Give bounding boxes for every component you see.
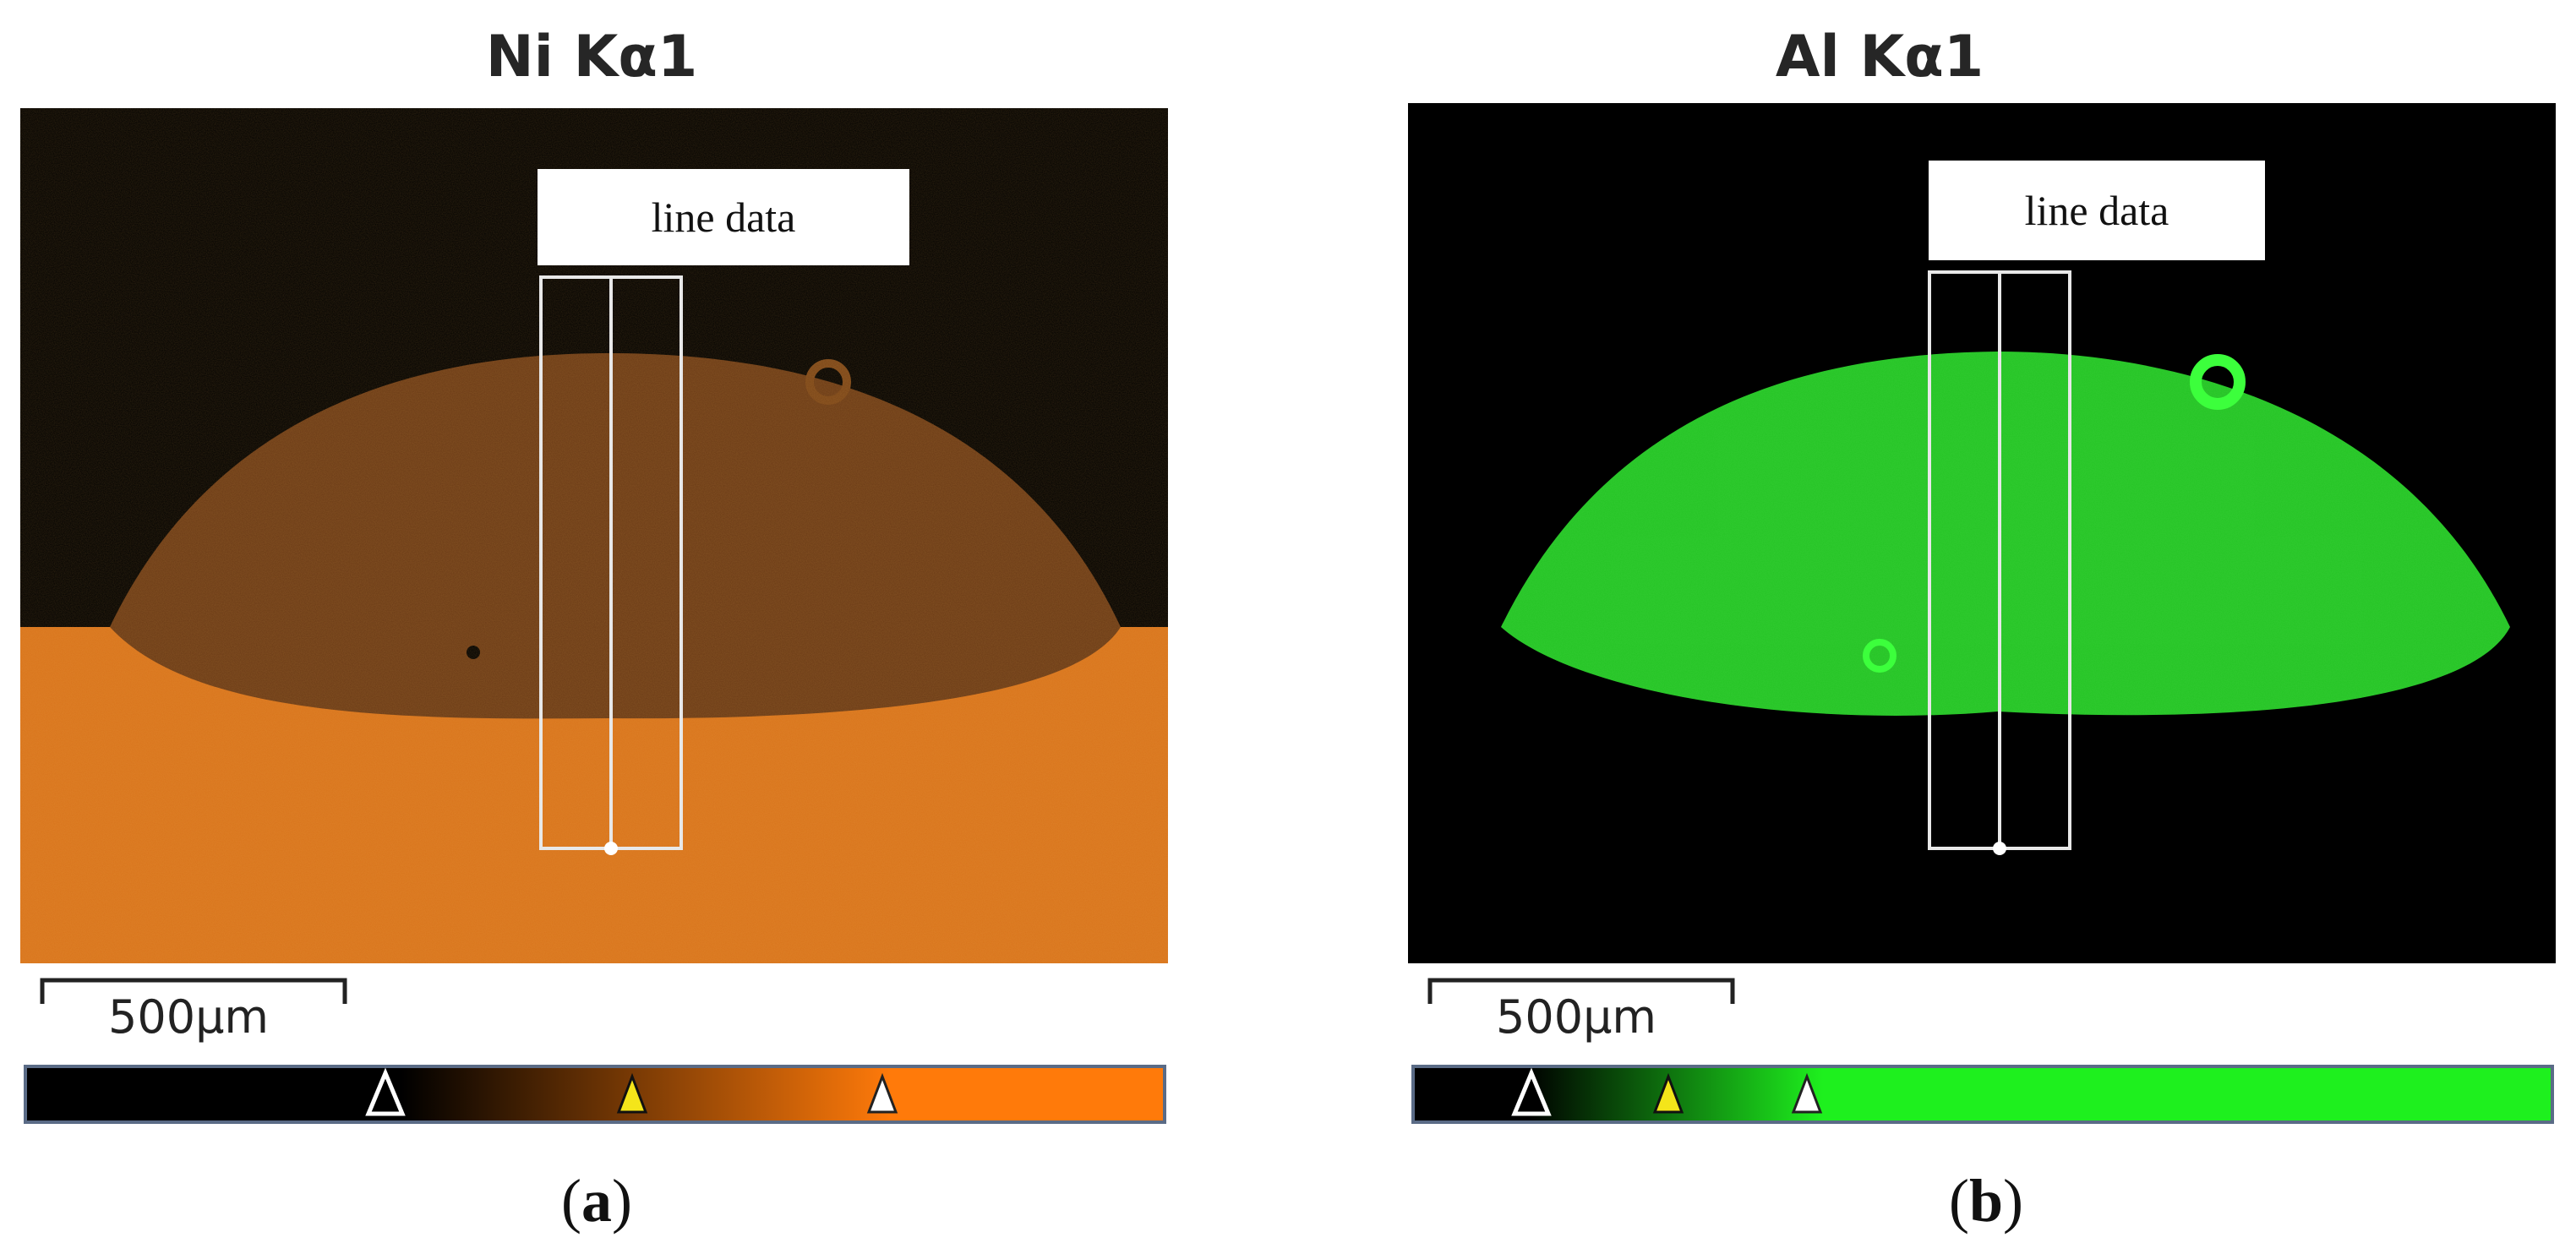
white-triangle-marker (1511, 1067, 1552, 1116)
scale-bar-label: 500µm (108, 990, 270, 1044)
line-data-label: line data (1929, 161, 2265, 260)
scale-bar (40, 978, 347, 1004)
white-triangle-marker (866, 1072, 898, 1114)
scale-bar-label: 500µm (1496, 990, 1657, 1044)
map-title-ni: Ni Kα1 (485, 24, 698, 90)
panel-caption: (a) (561, 1167, 632, 1235)
panel-caption: (b) (1948, 1167, 2023, 1235)
caption-letter: a (581, 1167, 612, 1235)
scale-bar (1427, 978, 1735, 1004)
pore-defect (2190, 354, 2246, 410)
caption-letter: b (1968, 1167, 2004, 1235)
panel-al-map: Al Kα1 (1288, 0, 2576, 1254)
yellow-triangle-marker (616, 1072, 648, 1114)
white-triangle-marker (365, 1067, 406, 1116)
line-data-label: line data (538, 169, 909, 265)
yellow-triangle-marker (1652, 1072, 1684, 1114)
al-element-map (1408, 103, 2556, 1124)
panel-ni-map: Ni Kα1 (20, 24, 1168, 1235)
map-title-al: Al Kα1 (1775, 24, 1984, 90)
white-triangle-marker (1791, 1072, 1823, 1114)
intensity-colorbar (1411, 1065, 2554, 1124)
inclusion-spot (1863, 639, 1897, 673)
line-scan-endpoint (604, 842, 618, 855)
line-scan-endpoint (1993, 842, 2006, 855)
intensity-colorbar (24, 1065, 1166, 1124)
